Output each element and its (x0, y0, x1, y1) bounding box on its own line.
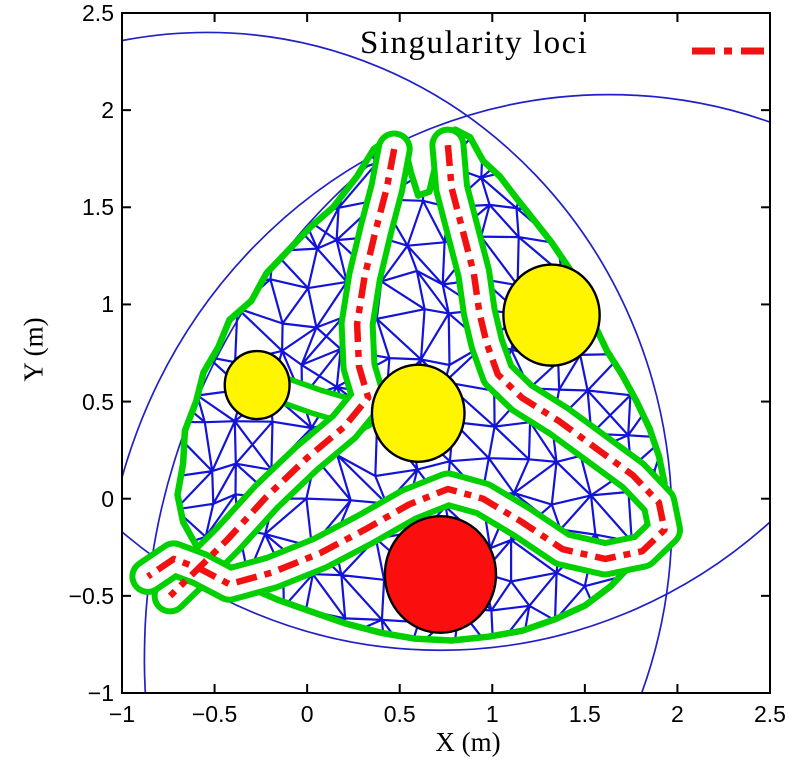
locus-branch-right (146, 144, 668, 588)
x-tick-label: 2.5 (754, 701, 786, 727)
x-tick-label: 0.5 (383, 701, 416, 727)
y-tick-label: 1 (101, 291, 114, 318)
singularity-loci (146, 144, 668, 599)
y-tick-label: 2 (101, 97, 114, 124)
red-zone (383, 515, 498, 634)
reach-circle-T (122, 520, 770, 651)
x-tick-label: 2 (671, 701, 684, 727)
y-tick-label: 1.5 (82, 194, 114, 221)
x-tick-label: −0.5 (191, 701, 238, 727)
x-axis-label: X (m) (435, 727, 501, 757)
locus-branch-left (167, 148, 398, 599)
y-axis-label: Y (m) (18, 317, 49, 382)
yellow-zone-1 (223, 349, 291, 421)
x-tick-label: 1.5 (568, 701, 601, 727)
yellow-zone-3 (502, 263, 601, 367)
workspace-boundary (174, 126, 668, 644)
y-tick-label: 0 (101, 485, 114, 512)
y-tick-label: −0.5 (68, 582, 114, 609)
reach-circle-B (122, 93, 770, 482)
x-tick-label: 1 (485, 701, 499, 727)
singularity-free-zones (223, 263, 601, 634)
tick-marks (121, 12, 771, 694)
y-tick-label: 2.5 (82, 0, 114, 26)
yellow-zone-2 (370, 363, 466, 463)
y-tick-label: 0.5 (82, 388, 114, 415)
y-tick-label: −1 (87, 680, 114, 706)
x-tick-label: 0 (300, 701, 314, 727)
plot-frame (121, 12, 771, 694)
legend-label: Singularity loci (360, 25, 589, 61)
x-tick-label: −1 (108, 701, 136, 727)
